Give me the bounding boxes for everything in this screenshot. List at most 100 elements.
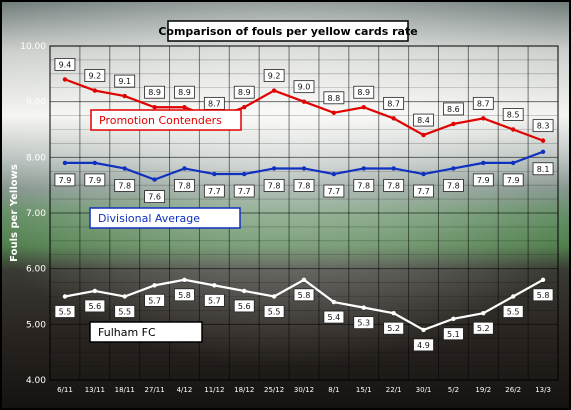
x-tick-label: 11/12 [204, 386, 224, 394]
data-label-box [174, 179, 195, 192]
data-point [152, 177, 157, 182]
data-label-box [532, 162, 554, 176]
legend-label: Promotion Contenders [99, 114, 222, 127]
plot-area-border [49, 45, 559, 381]
data-label: 5.5 [59, 308, 72, 317]
data-point [451, 316, 456, 321]
data-label: 8.5 [507, 111, 520, 120]
data-label: 5.5 [268, 308, 281, 317]
data-label-box [353, 85, 375, 99]
y-tick-label: 5.00 [26, 320, 46, 330]
data-label-box [54, 58, 76, 71]
legend-box [90, 109, 242, 131]
data-label: 7.9 [88, 176, 101, 185]
x-tick-label: 5/2 [448, 386, 459, 394]
data-point [152, 283, 157, 288]
data-point [62, 77, 68, 82]
data-label: 7.8 [357, 181, 370, 190]
x-tick-label: 27/11 [144, 386, 164, 394]
data-point [301, 99, 307, 104]
legend-box [89, 321, 203, 343]
data-point [481, 311, 486, 316]
data-label-box [203, 293, 225, 307]
data-label: 7.8 [298, 181, 311, 190]
legends: Promotion Contenders Divisional Average Fu… [89, 109, 242, 343]
data-point [212, 283, 217, 288]
data-label: 8.9 [178, 88, 191, 97]
chart-title: Comparison of fouls per yellow cards rat… [158, 25, 417, 38]
data-label-box [413, 113, 434, 127]
data-label: 9.2 [88, 72, 101, 81]
data-label: 5.6 [88, 302, 101, 311]
data-label: 8.6 [447, 105, 460, 114]
data-label-box [84, 173, 106, 187]
data-label: 5.2 [387, 324, 400, 333]
data-label-box [263, 69, 285, 82]
data-label: 7.8 [118, 181, 131, 190]
data-label: 8.3 [537, 122, 550, 131]
x-tick-label: 15/1 [356, 386, 372, 394]
data-point [212, 171, 217, 177]
data-label-box [144, 293, 165, 307]
data-label-box [174, 288, 195, 302]
data-label-box [203, 184, 225, 198]
data-label-box [443, 179, 464, 192]
data-label-box [144, 190, 165, 204]
data-label-box [84, 299, 106, 313]
data-label: 8.7 [208, 99, 221, 108]
x-tick-label: 19/2 [475, 386, 491, 394]
data-label-box [84, 69, 106, 82]
data-point [92, 160, 98, 166]
data-label-box [502, 305, 524, 318]
data-label: 7.8 [387, 181, 400, 190]
data-label: 7.7 [328, 187, 341, 196]
data-point [122, 294, 127, 299]
data-label-box [323, 184, 345, 198]
data-point [152, 105, 157, 110]
y-tick-label: 6.00 [26, 265, 46, 275]
data-label: 5.8 [537, 291, 550, 300]
data-label-box [323, 91, 345, 105]
data-label: 5.7 [208, 296, 221, 305]
data-label-box [532, 119, 554, 133]
data-label-box [293, 80, 315, 94]
data-point [540, 149, 546, 154]
data-label-box [293, 179, 315, 192]
data-label: 9.1 [118, 77, 131, 86]
data-label: 8.7 [387, 99, 400, 108]
data-label: 7.7 [208, 187, 221, 196]
data-point [421, 171, 426, 177]
data-label-box [114, 305, 136, 318]
data-label-box [353, 179, 375, 192]
data-point [361, 305, 366, 310]
data-label-box [472, 321, 494, 335]
data-point [242, 171, 247, 177]
data-label: 7.8 [268, 181, 281, 190]
data-label: 9.4 [59, 60, 72, 69]
y-tick-label: 4.00 [26, 376, 46, 386]
data-point [481, 160, 486, 166]
data-label: 7.9 [59, 176, 72, 185]
data-label-box [293, 288, 315, 302]
data-label: 8.4 [417, 116, 430, 125]
data-label: 7.7 [238, 187, 251, 196]
data-label-box [263, 305, 285, 318]
data-point [361, 105, 366, 110]
data-point [451, 121, 456, 127]
data-label-box [54, 173, 76, 187]
data-label-box [413, 184, 434, 198]
data-point [510, 294, 516, 299]
data-label-box [233, 299, 255, 313]
data-point [301, 277, 307, 282]
x-tick-label: 30/1 [416, 386, 432, 394]
data-point [391, 166, 396, 171]
data-point [331, 299, 337, 305]
x-tick-label: 18/12 [234, 386, 254, 394]
data-label-box [443, 327, 464, 341]
data-point [301, 166, 307, 171]
data-point [510, 127, 516, 132]
x-tick-label: 6/11 [57, 386, 73, 394]
data-point [62, 294, 68, 299]
data-label-box [114, 74, 136, 88]
data-point [421, 327, 426, 333]
